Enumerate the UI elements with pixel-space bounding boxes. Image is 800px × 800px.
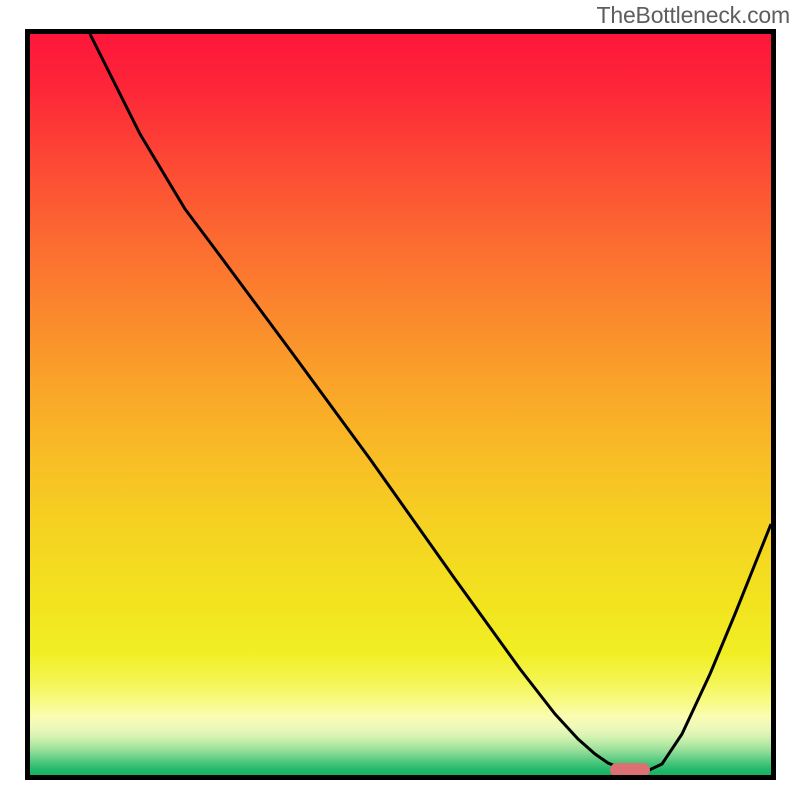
optimum-marker <box>610 763 650 775</box>
plot-area <box>30 34 771 775</box>
chart-background <box>30 34 771 775</box>
plot-border <box>25 29 776 780</box>
chart-root: { "watermark": "TheBottleneck.com", "plo… <box>0 0 800 800</box>
watermark-text: TheBottleneck.com <box>597 2 790 29</box>
chart-svg <box>30 34 771 775</box>
